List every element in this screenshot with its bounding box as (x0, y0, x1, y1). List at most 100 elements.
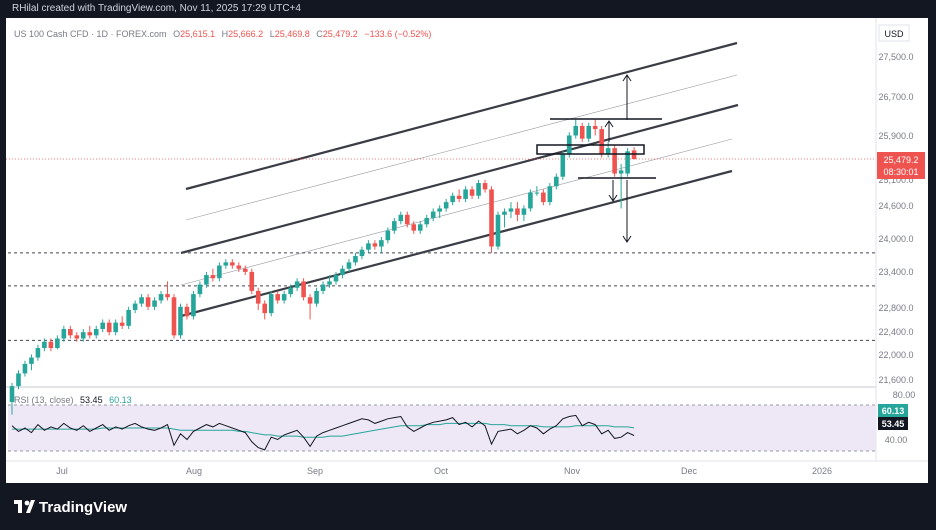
rsi-legend[interactable]: RSI (13, close) 53.45 60.13 (14, 395, 132, 405)
candle[interactable] (476, 179, 481, 199)
candle[interactable] (353, 252, 358, 266)
candle[interactable] (132, 300, 138, 314)
candle[interactable] (126, 306, 131, 329)
candle[interactable] (495, 211, 501, 250)
candle[interactable] (359, 246, 365, 260)
candle[interactable] (268, 290, 274, 317)
candle[interactable] (93, 325, 99, 339)
candle[interactable] (87, 325, 93, 339)
channel-drawings[interactable] (180, 41, 739, 318)
candle[interactable] (489, 186, 494, 253)
candle[interactable] (301, 278, 306, 301)
candle[interactable] (68, 325, 73, 339)
resistance-box[interactable] (536, 144, 645, 155)
candle[interactable] (197, 281, 203, 298)
candle[interactable] (333, 271, 339, 285)
candle[interactable] (158, 290, 164, 304)
lower-channel-line[interactable] (180, 169, 733, 318)
candle[interactable] (288, 284, 293, 298)
candle[interactable] (191, 290, 196, 320)
candle[interactable] (379, 236, 384, 253)
candle[interactable] (463, 186, 468, 203)
upper-channel-line[interactable] (185, 41, 738, 191)
candle[interactable] (230, 259, 235, 269)
candle[interactable] (404, 211, 410, 228)
candle[interactable] (625, 148, 630, 177)
annotation-drawings[interactable] (536, 74, 662, 243)
candle[interactable] (210, 268, 216, 282)
candle[interactable] (242, 265, 248, 276)
candle[interactable] (22, 360, 28, 377)
candle[interactable] (145, 294, 151, 310)
candle[interactable] (340, 265, 345, 279)
candle[interactable] (599, 125, 604, 158)
candle[interactable] (424, 214, 430, 228)
candle[interactable] (573, 119, 579, 139)
candle[interactable] (605, 141, 611, 158)
candle[interactable] (482, 179, 488, 193)
candle[interactable] (42, 338, 47, 352)
candle[interactable] (55, 335, 60, 350)
candle[interactable] (236, 262, 242, 272)
candle[interactable] (119, 316, 125, 329)
candle[interactable] (165, 281, 170, 301)
candle[interactable] (307, 294, 313, 320)
candles-group[interactable] (9, 119, 637, 415)
symbol-legend[interactable]: US 100 Cash CFD · 1D · FOREX.com O25,615… (14, 29, 431, 39)
candle[interactable] (521, 205, 527, 222)
candle[interactable] (184, 303, 190, 320)
candle[interactable] (366, 240, 371, 253)
time-axis[interactable]: Jul Aug Sep Oct Nov Dec 2026 (56, 466, 832, 476)
candle[interactable] (541, 189, 546, 206)
candle[interactable] (178, 303, 183, 339)
candle[interactable] (275, 290, 280, 304)
candle[interactable] (411, 221, 417, 234)
candle[interactable] (612, 144, 617, 177)
candle[interactable] (534, 186, 540, 196)
candle[interactable] (508, 202, 514, 218)
candle[interactable] (204, 271, 209, 288)
candle[interactable] (35, 344, 41, 361)
candle[interactable] (385, 227, 391, 244)
candle[interactable] (249, 268, 255, 295)
candle[interactable] (469, 186, 475, 199)
candle[interactable] (106, 319, 112, 336)
candle[interactable] (502, 208, 507, 228)
candle[interactable] (592, 119, 598, 136)
candle[interactable] (456, 189, 462, 203)
candle[interactable] (430, 208, 436, 222)
middle-channel-line[interactable] (180, 103, 739, 255)
candle[interactable] (528, 189, 533, 212)
candle[interactable] (16, 370, 21, 390)
candle[interactable] (171, 294, 177, 339)
candle[interactable] (9, 382, 15, 415)
candle[interactable] (255, 287, 261, 310)
candle[interactable] (223, 259, 229, 269)
candle[interactable] (450, 192, 455, 206)
candle[interactable] (327, 275, 332, 288)
candle[interactable] (262, 300, 268, 320)
price-axis[interactable]: 27,500.0 26,700.0 25,900.0 25,100.0 24,600.0… (878, 52, 913, 385)
rsi-line[interactable] (11, 414, 635, 451)
candle[interactable] (346, 259, 352, 272)
candle[interactable] (139, 294, 144, 307)
candle[interactable] (579, 122, 585, 142)
currency-box[interactable] (878, 24, 910, 42)
candle[interactable] (48, 338, 54, 352)
candle[interactable] (100, 319, 106, 333)
candle[interactable] (113, 319, 118, 336)
candle[interactable] (547, 183, 553, 206)
candle[interactable] (586, 122, 592, 142)
candle[interactable] (61, 325, 67, 342)
candle[interactable] (417, 221, 423, 234)
candle[interactable] (80, 328, 86, 342)
candle[interactable] (443, 198, 449, 212)
candle[interactable] (152, 297, 157, 310)
candle[interactable] (392, 217, 397, 234)
candle[interactable] (314, 287, 319, 307)
candle[interactable] (618, 164, 624, 209)
candle[interactable] (74, 332, 80, 342)
candle[interactable] (217, 262, 222, 282)
candle[interactable] (29, 354, 34, 371)
chart-svg[interactable]: 27,500.0 26,700.0 25,900.0 25,100.0 24,600.0… (0, 0, 936, 483)
